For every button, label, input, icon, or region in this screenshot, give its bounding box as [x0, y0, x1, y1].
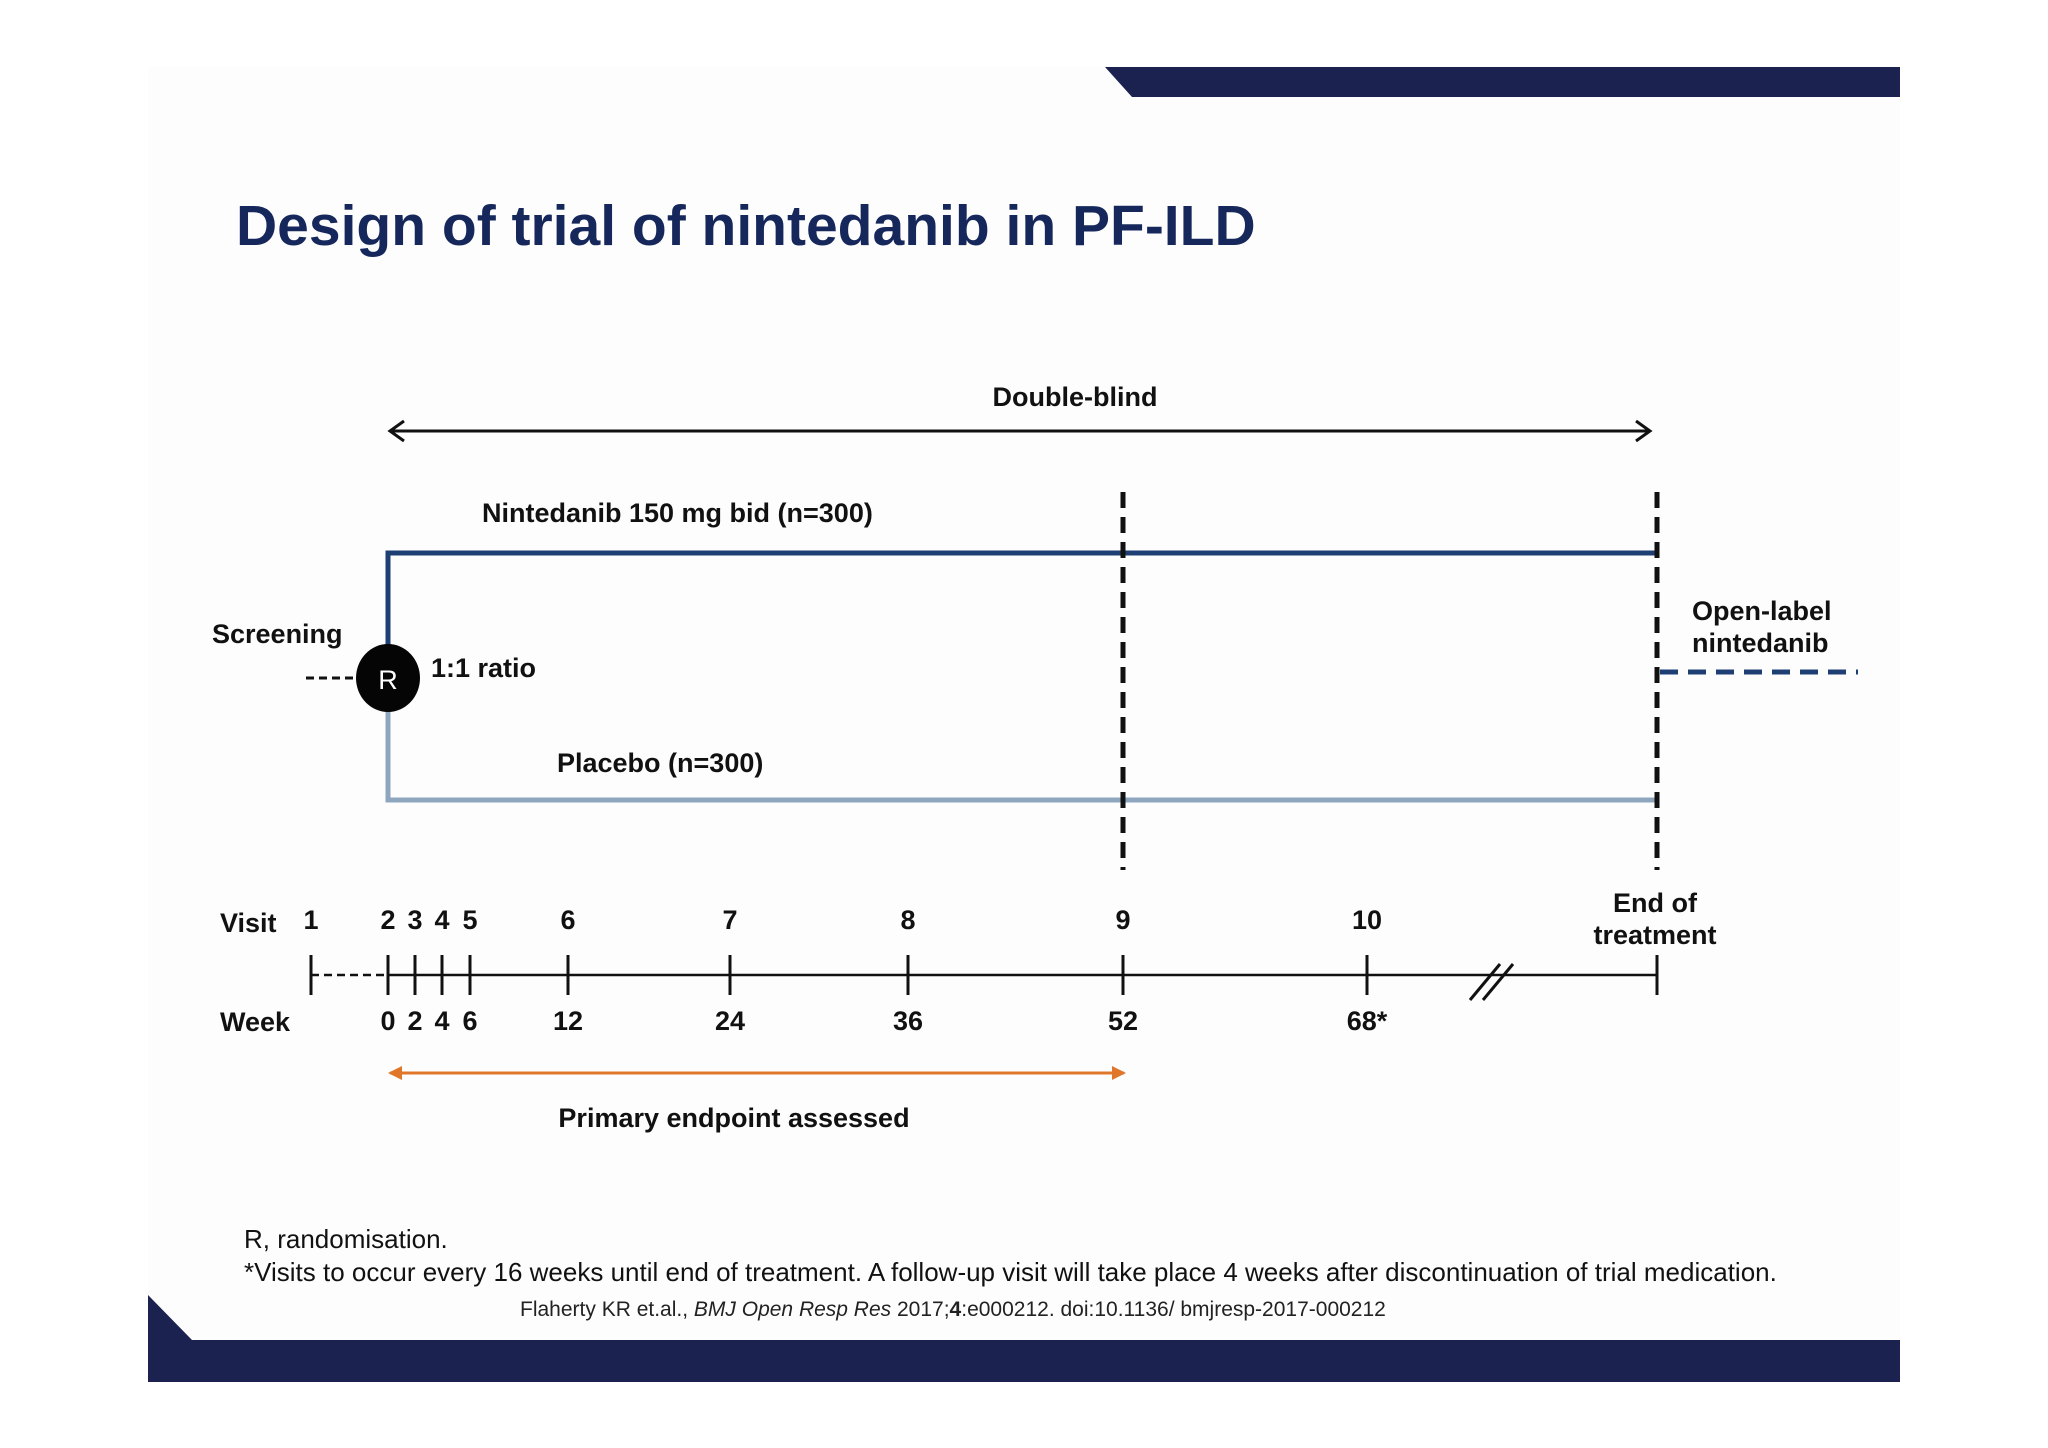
footnote-line2: *Visits to occur every 16 weeks until en… — [244, 1257, 1777, 1287]
axis-break-mark-2 — [1481, 963, 1515, 1001]
open-label-line2: nintedanib — [1692, 628, 1829, 658]
screening-label: Screening — [212, 619, 343, 649]
visit-number: 10 — [1352, 905, 1382, 935]
visit-number: 2 — [380, 905, 395, 935]
week-row-label: Week — [220, 1007, 291, 1037]
visit-number: 8 — [900, 905, 915, 935]
nintedanib-arm-line — [385, 550, 1658, 648]
visit-row-label: Visit — [220, 908, 277, 938]
visit-number: 5 — [462, 905, 477, 935]
placebo-arm-line — [385, 710, 1658, 803]
citation-volume: 4 — [949, 1298, 962, 1321]
double-blind-label: Double-blind — [993, 382, 1158, 412]
primary-endpoint-arrow-right-head — [1112, 1066, 1126, 1080]
double-blind-arrow-right-head — [1635, 419, 1653, 443]
citation-rest: :e000212. doi:10.1136/ bmjresp-2017-0002… — [961, 1298, 1386, 1321]
week-number: 68* — [1347, 1006, 1388, 1036]
randomisation-node — [356, 644, 420, 712]
citation-journal: BMJ Open Resp Res — [693, 1298, 892, 1321]
slide-title: Design of trial of nintedanib in PF-ILD — [236, 194, 1256, 258]
footnote-line1: R, randomisation. — [244, 1224, 448, 1254]
visit-number: 9 — [1115, 905, 1130, 935]
visit-number: 3 — [407, 905, 422, 935]
end-of-treatment-line2: treatment — [1593, 920, 1716, 950]
visit-number: 1 — [303, 905, 318, 935]
axis-break-mark-1 — [1468, 963, 1502, 1001]
week-number: 2 — [407, 1006, 422, 1036]
week-number: 12 — [553, 1006, 583, 1036]
visit-number: 6 — [560, 905, 575, 935]
week-number: 0 — [380, 1006, 395, 1036]
week-number: 36 — [893, 1006, 923, 1036]
footer-corner — [148, 1295, 192, 1340]
ratio-label: 1:1 ratio — [431, 653, 536, 683]
slide-background — [148, 66, 1900, 1382]
footer-band — [148, 1340, 1900, 1382]
citation-authors: Flaherty KR et.al., — [520, 1298, 694, 1321]
primary-endpoint-label: Primary endpoint assessed — [558, 1103, 909, 1133]
visit-number: 7 — [722, 905, 737, 935]
randomisation-node-label: R — [378, 665, 398, 695]
placebo-arm-label: Placebo (n=300) — [557, 748, 763, 778]
header-band — [1105, 67, 1900, 97]
week-number: 4 — [434, 1006, 449, 1036]
week-number: 52 — [1108, 1006, 1138, 1036]
week-number: 6 — [462, 1006, 477, 1036]
citation-year: 2017; — [891, 1298, 950, 1321]
open-label-line1: Open-label — [1692, 596, 1832, 626]
double-blind-arrow-left-head — [387, 419, 405, 443]
citation: Flaherty KR et.al., BMJ Open Resp Res 20… — [520, 1298, 1386, 1322]
primary-endpoint-arrow-left-head — [388, 1066, 402, 1080]
week-number: 24 — [715, 1006, 745, 1036]
end-of-treatment-line1: End of — [1613, 888, 1698, 918]
nintedanib-arm-label: Nintedanib 150 mg bid (n=300) — [482, 498, 873, 528]
visit-number: 4 — [434, 905, 449, 935]
